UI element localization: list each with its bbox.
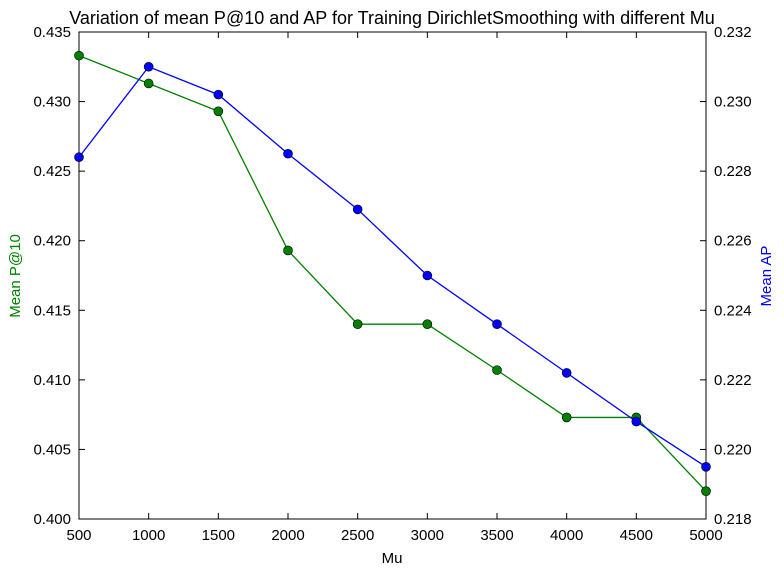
y-axis-label-left: Mean P@10 <box>7 234 24 318</box>
data-point-mean-ap <box>283 148 293 159</box>
x-tick-label: 5000 <box>689 527 722 544</box>
x-tick-label: 2500 <box>341 527 374 544</box>
y-right-tick-label: 0.220 <box>714 441 752 458</box>
data-point-mean-ap <box>631 416 642 427</box>
data-point-mean-p10 <box>701 486 711 496</box>
y-right-tick-label: 0.222 <box>714 372 752 389</box>
data-point-mean-ap <box>143 61 154 72</box>
data-point-mean-ap <box>422 270 433 281</box>
series-line-mean-p10 <box>78 55 707 492</box>
y-right-tick-label: 0.218 <box>714 511 752 528</box>
data-point-mean-p10 <box>492 365 502 375</box>
x-tick-label: 500 <box>66 527 91 544</box>
data-point-mean-ap <box>492 319 502 330</box>
series-line-mean-ap <box>78 65 707 468</box>
y-right-tick-label: 0.230 <box>714 94 752 111</box>
data-point-mean-p10 <box>143 78 154 89</box>
data-point-mean-p10 <box>352 319 363 330</box>
data-point-mean-p10 <box>213 106 224 117</box>
x-tick-label: 2000 <box>271 527 304 544</box>
x-tick-label: 1000 <box>132 527 165 544</box>
y-right-tick-label: 0.228 <box>714 163 752 180</box>
data-point-mean-p10 <box>422 319 433 330</box>
y-left-tick-label: 0.425 <box>33 163 71 180</box>
data-point-mean-p10 <box>283 245 293 256</box>
x-tick-label: 4000 <box>550 527 583 544</box>
data-point-mean-ap <box>352 204 363 215</box>
y-left-tick-label: 0.435 <box>33 24 71 41</box>
plot-area: 500 1000 1500 2000 2500 3000 3500 4000 4500 50000… <box>33 24 751 544</box>
x-tick-label: 3000 <box>411 527 444 544</box>
chart-title: Variation of mean P@10 and AP for Traini… <box>69 8 715 28</box>
data-point-mean-ap <box>213 89 224 100</box>
y-left-tick-label: 0.400 <box>33 511 71 528</box>
y-right-tick-label: 0.224 <box>714 302 752 319</box>
y-left-tick-label: 0.405 <box>33 441 71 458</box>
data-point-mean-ap <box>74 152 84 163</box>
y-left-tick-label: 0.430 <box>33 94 71 111</box>
data-point-mean-ap <box>701 462 711 472</box>
data-point-mean-p10 <box>561 412 572 423</box>
x-tick-label: 4500 <box>620 527 653 544</box>
data-point-mean-p10 <box>74 50 84 61</box>
x-tick-label: 1500 <box>202 527 235 544</box>
y-axis-label-right: Mean AP <box>758 246 775 307</box>
data-point-mean-ap <box>561 368 572 378</box>
y-right-tick-label: 0.232 <box>714 24 752 41</box>
y-left-tick-label: 0.415 <box>33 302 71 319</box>
x-tick-label: 3500 <box>480 527 513 544</box>
y-left-tick-label: 0.410 <box>33 372 71 389</box>
plot-frame <box>78 31 707 520</box>
x-axis-label: Mu <box>382 550 403 567</box>
y-right-tick-label: 0.226 <box>714 233 752 250</box>
y-left-tick-label: 0.420 <box>33 233 71 250</box>
